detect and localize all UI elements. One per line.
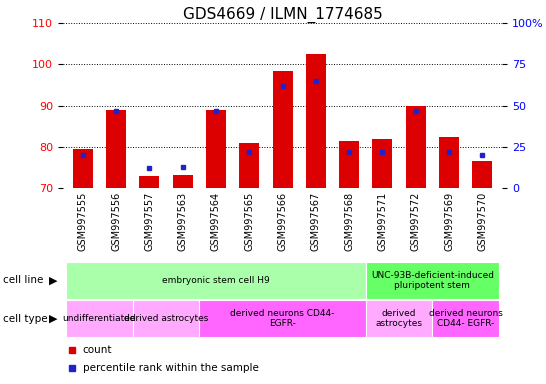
Text: percentile rank within the sample: percentile rank within the sample [82, 363, 258, 373]
Bar [73, 149, 93, 188]
Text: undifferentiated: undifferentiated [63, 314, 136, 323]
Text: GSM997568: GSM997568 [344, 192, 354, 251]
Text: UNC-93B-deficient-induced
pluripotent stem: UNC-93B-deficient-induced pluripotent st… [371, 271, 494, 290]
Text: GSM997567: GSM997567 [311, 192, 321, 251]
Bar [306, 54, 326, 188]
Bar [206, 110, 226, 188]
Bar [272, 71, 293, 188]
Text: derived neurons CD44-
EGFR-: derived neurons CD44- EGFR- [230, 309, 335, 328]
Title: GDS4669 / ILMN_1774685: GDS4669 / ILMN_1774685 [183, 7, 382, 23]
Text: GSM997557: GSM997557 [144, 192, 155, 251]
Text: derived
astrocytes: derived astrocytes [376, 309, 423, 328]
Text: GSM997569: GSM997569 [444, 192, 454, 251]
Text: derived astrocytes: derived astrocytes [124, 314, 208, 323]
Bar [366, 262, 499, 299]
Text: GSM997571: GSM997571 [377, 192, 388, 251]
Text: cell line: cell line [3, 275, 43, 285]
Text: GSM997566: GSM997566 [277, 192, 288, 251]
Bar [432, 300, 499, 337]
Text: cell type: cell type [3, 314, 48, 324]
Bar [406, 106, 426, 188]
Bar [439, 137, 459, 188]
Text: GSM997556: GSM997556 [111, 192, 121, 251]
Text: derived neurons
CD44- EGFR-: derived neurons CD44- EGFR- [429, 309, 503, 328]
Bar [366, 300, 432, 337]
Text: GSM997564: GSM997564 [211, 192, 221, 251]
Text: ▶: ▶ [49, 314, 57, 324]
Bar [472, 161, 492, 188]
Bar [339, 141, 359, 188]
Text: GSM997555: GSM997555 [78, 192, 88, 251]
Text: GSM997565: GSM997565 [244, 192, 254, 251]
Bar [66, 262, 366, 299]
Text: ▶: ▶ [49, 275, 57, 285]
Bar [372, 139, 393, 188]
Bar [239, 143, 259, 188]
Bar [199, 300, 366, 337]
Text: GSM997570: GSM997570 [477, 192, 488, 251]
Text: count: count [82, 345, 112, 355]
Bar [133, 300, 199, 337]
Text: GSM997563: GSM997563 [177, 192, 188, 251]
Bar [139, 176, 159, 188]
Text: GSM997572: GSM997572 [411, 192, 421, 251]
Bar [173, 175, 193, 188]
Text: embryonic stem cell H9: embryonic stem cell H9 [162, 276, 270, 285]
Bar [106, 110, 126, 188]
Bar [66, 300, 133, 337]
